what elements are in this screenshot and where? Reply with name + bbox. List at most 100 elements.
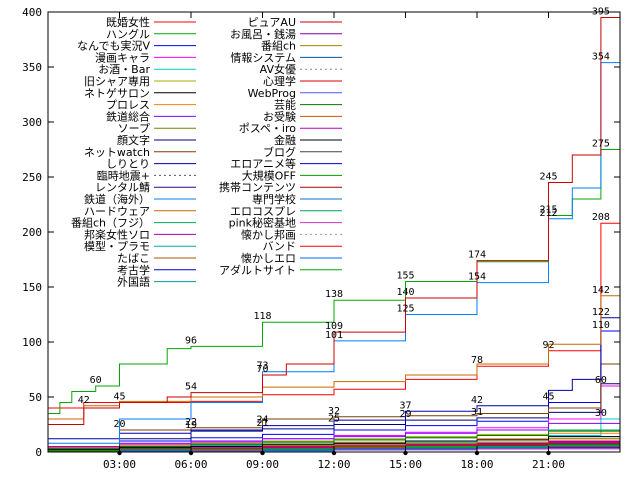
x-tick-label: 18:00 xyxy=(460,458,493,471)
y-tick-label: 50 xyxy=(29,391,42,404)
y-tick-label: 300 xyxy=(22,116,42,129)
y-tick-label: 0 xyxy=(35,446,42,459)
series-value-label: 29 xyxy=(399,409,411,420)
series-value-label: 42 xyxy=(78,395,90,406)
series-line xyxy=(48,366,621,451)
series-value-label: 92 xyxy=(542,340,554,351)
series-value-label: 60 xyxy=(595,375,607,386)
series-value-label: 45 xyxy=(542,392,554,403)
x-tick-label: 03:00 xyxy=(103,458,136,471)
series-value-label: 142 xyxy=(592,285,610,296)
y-tick-label: 150 xyxy=(22,281,42,294)
series-value-label: 37 xyxy=(399,400,411,411)
series-value-label: 31 xyxy=(471,407,483,418)
series-value-label: 70 xyxy=(256,364,268,375)
series-line xyxy=(48,17,620,425)
series-value-label: 45 xyxy=(113,392,125,403)
legend-label: なんでも実況V xyxy=(77,39,150,53)
x-tick-label: 06:00 xyxy=(174,458,207,471)
legend-label: AV女優 xyxy=(260,62,296,76)
y-tick-label: 200 xyxy=(22,226,42,239)
series-value-label: 118 xyxy=(253,311,271,322)
legend-label: 心理学 xyxy=(263,74,296,88)
legend-label: アダルトサイト xyxy=(219,263,296,277)
series-value-label: 32 xyxy=(328,406,340,417)
legend-label: ピュアAU xyxy=(248,16,296,29)
series-value-label: 215 xyxy=(539,205,557,216)
legend-label: ネトゲサロン xyxy=(84,87,150,100)
legend-label: ソープ xyxy=(118,122,150,135)
series-value-label: 30 xyxy=(595,408,607,419)
plot-frame xyxy=(47,11,621,453)
x-tick-label: 21:00 xyxy=(532,458,565,471)
legend-label: 顔文字 xyxy=(117,133,150,147)
x-tick-dot xyxy=(260,450,265,456)
legend-label: バンド xyxy=(262,240,296,253)
series-value-label: 54 xyxy=(185,382,197,393)
legend-label: 鉄道総合 xyxy=(106,109,150,123)
x-tick-dot xyxy=(403,450,408,456)
series-value-label: 25 xyxy=(328,414,340,425)
x-tick-dot xyxy=(546,450,551,456)
series-value-label: 42 xyxy=(471,395,483,406)
x-tick-label: 15:00 xyxy=(389,458,422,471)
legend-label: 専門学校 xyxy=(252,192,296,206)
legend-label: 臨時地震+ xyxy=(97,169,150,182)
series-value-label: 212 xyxy=(539,208,557,219)
legend-label: たばこ xyxy=(117,252,150,265)
legend-label: ハングル xyxy=(106,27,150,41)
series-value-label: 208 xyxy=(592,212,610,223)
legend-label: 懐かしエロ xyxy=(241,251,296,265)
series-value-label: 96 xyxy=(185,335,197,346)
series-value-label: 155 xyxy=(396,271,414,282)
y-tick-label: 350 xyxy=(22,61,42,74)
legend: 既婚女性ハングルなんでも実況V漫画キャラお酒・Bar旧シャア専用ネトゲサロンプロ… xyxy=(71,15,342,289)
legend-label: WebProg xyxy=(248,87,296,100)
legend-label: エロアニメ等 xyxy=(230,157,296,171)
series-value-label: 110 xyxy=(592,320,610,331)
legend-label: ブログ xyxy=(263,145,296,159)
legend-label: 大規模OFF xyxy=(242,168,296,182)
series-value-label: 245 xyxy=(539,172,557,183)
series-line xyxy=(48,311,621,440)
legend-label: ネットwatch xyxy=(84,146,150,159)
legend-label: pink秘密基地 xyxy=(229,216,296,230)
legend-label: 邦楽女性ソロ xyxy=(84,227,150,241)
legend-label: 懐かし邦画 xyxy=(241,227,296,241)
series-line xyxy=(48,421,621,450)
series-value-label: 125 xyxy=(396,304,414,315)
series-value-label: 109 xyxy=(325,321,343,332)
series-value-label: 275 xyxy=(592,139,610,150)
x-tick-label: 09:00 xyxy=(246,458,279,471)
series-value-label: 73 xyxy=(256,361,268,372)
legend-label: エロコスプレ xyxy=(230,205,296,218)
series-line xyxy=(48,430,621,451)
series-line xyxy=(48,405,621,450)
x-tick-label: 12:00 xyxy=(317,458,350,471)
legend-label: しりとり xyxy=(106,158,150,171)
series-value-label: 19 xyxy=(185,420,197,431)
series-value-label: 78 xyxy=(471,355,483,366)
series-value-label: 21 xyxy=(256,418,268,429)
legend-label: お風呂・銭湯 xyxy=(230,28,296,41)
legend-label: 鉄道（海外） xyxy=(84,192,150,206)
series-value-label: 24 xyxy=(256,415,268,426)
series-value-label: 140 xyxy=(396,287,414,298)
x-tick-dot xyxy=(331,450,337,456)
series-value-label: 138 xyxy=(325,289,343,300)
x-tick-dot xyxy=(117,450,122,456)
series-value-label: 354 xyxy=(592,52,610,63)
legend-label: ハードウェア xyxy=(84,205,150,218)
y-tick-label: 400 xyxy=(22,6,42,19)
legend-label: 既婚女性 xyxy=(106,15,150,29)
axes-layer: 0 50 100 150 200 250 300 350 400 03:00 06:00 09:00 1… xyxy=(22,6,620,471)
x-tick-dot xyxy=(188,450,194,456)
legend-label: 旧シャア専用 xyxy=(84,75,150,88)
legend-label: 考古学 xyxy=(117,263,150,277)
y-tick-label: 250 xyxy=(22,171,42,184)
legend-label: 情報システム xyxy=(230,51,296,64)
legend-label: 金融 xyxy=(274,133,296,147)
